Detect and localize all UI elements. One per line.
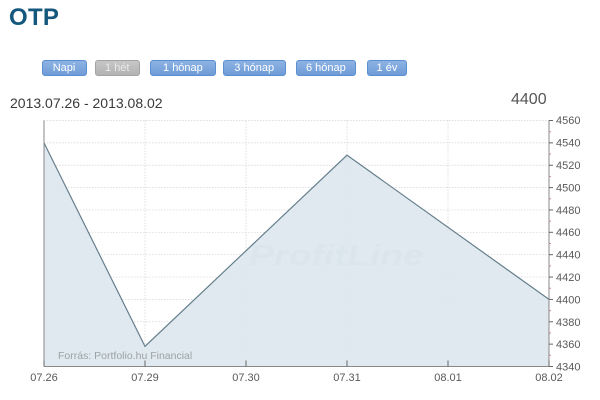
svg-text:4480: 4480 (556, 205, 580, 217)
svg-text:07.26: 07.26 (30, 372, 58, 384)
svg-text:4380: 4380 (556, 317, 580, 329)
svg-text:Forrás: Portfolio.hu Financial: Forrás: Portfolio.hu Financial (58, 350, 192, 362)
svg-text:07.31: 07.31 (333, 372, 361, 384)
svg-text:07.30: 07.30 (232, 372, 260, 384)
svg-text:4560: 4560 (556, 115, 580, 127)
svg-text:4460: 4460 (556, 227, 580, 239)
svg-text:08.01: 08.01 (434, 372, 462, 384)
svg-text:4500: 4500 (556, 183, 580, 195)
svg-text:4340: 4340 (556, 362, 580, 374)
svg-text:4400: 4400 (556, 295, 580, 307)
svg-text:4540: 4540 (556, 138, 580, 150)
svg-text:08.02: 08.02 (535, 372, 563, 384)
svg-text:4440: 4440 (556, 250, 580, 262)
svg-text:4360: 4360 (556, 339, 580, 351)
svg-text:4520: 4520 (556, 160, 580, 172)
svg-text:4420: 4420 (556, 272, 580, 284)
svg-text:07.29: 07.29 (131, 372, 159, 384)
